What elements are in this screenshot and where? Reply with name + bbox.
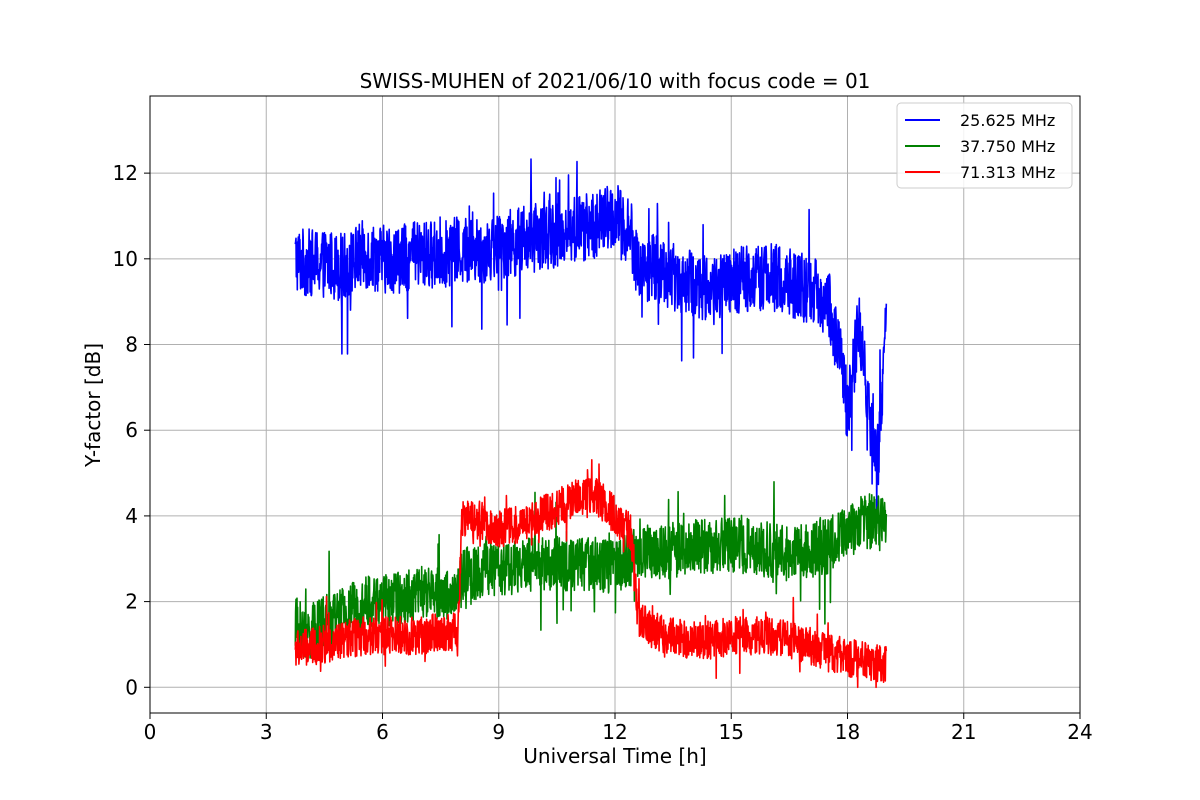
x-tick-label: 9 bbox=[492, 720, 505, 744]
y-tick-label: 8 bbox=[125, 333, 138, 357]
y-tick-label: 12 bbox=[113, 161, 138, 185]
y-axis-label: Y-factor [dB] bbox=[81, 343, 105, 468]
series-line-3 bbox=[294, 459, 888, 689]
x-tick-label: 24 bbox=[1067, 720, 1092, 744]
y-tick-label: 6 bbox=[125, 418, 138, 442]
x-tick-label: 3 bbox=[260, 720, 273, 744]
y-tick-label: 10 bbox=[113, 247, 138, 271]
x-tick-label: 15 bbox=[719, 720, 744, 744]
legend: 25.625 MHz 37.750 MHz 71.313 MHz bbox=[896, 102, 1073, 189]
x-tick-label: 6 bbox=[376, 720, 389, 744]
y-tick-label: 0 bbox=[125, 675, 138, 699]
legend-box bbox=[896, 102, 1073, 189]
series-line-1 bbox=[294, 158, 888, 511]
legend-label: 25.625 MHz bbox=[960, 111, 1055, 130]
y-tick-label: 4 bbox=[125, 504, 138, 528]
legend-entries: 25.625 MHz 37.750 MHz 71.313 MHz bbox=[905, 111, 1055, 182]
series-layer bbox=[294, 158, 888, 689]
x-tick-label: 0 bbox=[144, 720, 157, 744]
x-tick-label: 21 bbox=[951, 720, 976, 744]
chart-title: SWISS-MUHEN of 2021/06/10 with focus cod… bbox=[360, 69, 871, 93]
x-axis-label: Universal Time [h] bbox=[523, 744, 706, 768]
series-line-2 bbox=[294, 481, 888, 659]
legend-label: 71.313 MHz bbox=[960, 163, 1055, 182]
y-tick-label: 2 bbox=[125, 590, 138, 614]
x-tick-label: 12 bbox=[602, 720, 627, 744]
legend-label: 37.750 MHz bbox=[960, 137, 1055, 156]
x-tick-label: 18 bbox=[835, 720, 860, 744]
grid-layer bbox=[149, 96, 1081, 713]
